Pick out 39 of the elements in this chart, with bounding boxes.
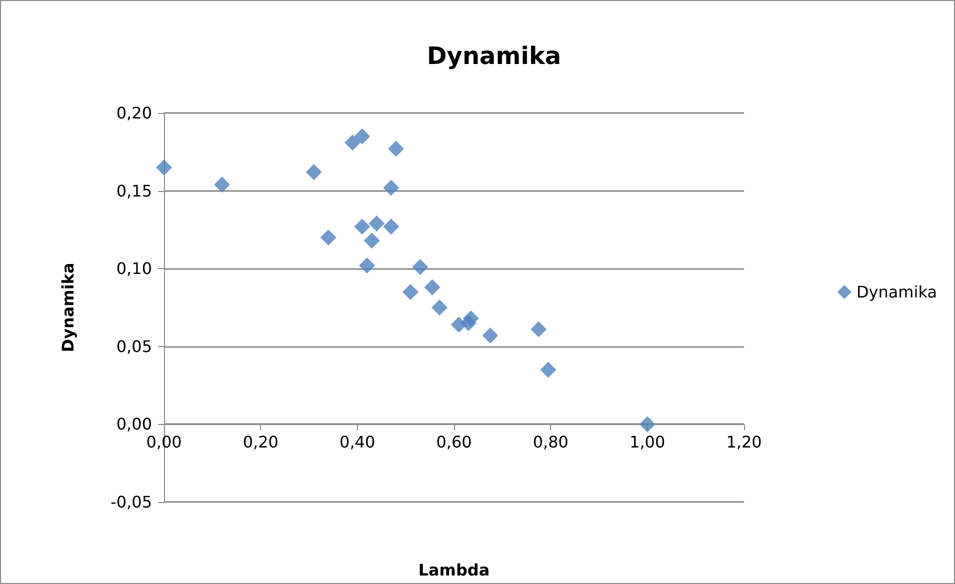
point <box>388 140 404 157</box>
point <box>402 284 418 300</box>
point <box>530 321 547 338</box>
point <box>460 315 476 332</box>
point <box>368 215 385 232</box>
point <box>156 159 172 176</box>
point <box>540 362 556 378</box>
x-tick-label: 0,60 <box>436 432 472 452</box>
point <box>383 180 400 196</box>
x-tick-label: 1,20 <box>726 432 762 452</box>
point <box>354 218 370 235</box>
point <box>639 416 656 432</box>
point <box>383 218 400 235</box>
point <box>364 232 380 249</box>
point <box>482 328 498 344</box>
legend-label: Dynamika <box>856 282 938 302</box>
x-tick-label: 0,40 <box>340 432 376 452</box>
y-axis-title: Dynamika <box>58 262 78 352</box>
y-tick-label: 0,20 <box>116 104 152 122</box>
point <box>354 128 370 144</box>
y-tick-label: -0,05 <box>110 492 152 512</box>
x-tick-label: 0,80 <box>532 432 568 452</box>
point <box>359 257 375 274</box>
x-tick-label: 0,00 <box>146 432 182 452</box>
x-tick-label: 0,20 <box>242 432 278 452</box>
point <box>214 176 230 193</box>
point <box>306 164 322 180</box>
chart-title: Dynamika <box>426 42 562 70</box>
point <box>344 134 360 151</box>
point <box>432 300 448 316</box>
point <box>424 279 440 296</box>
y-tick-label: 0,15 <box>116 181 152 200</box>
point <box>412 259 428 276</box>
y-tick-label: 0,05 <box>116 336 152 356</box>
point <box>320 229 336 246</box>
y-tick-label: 0,10 <box>116 259 152 278</box>
x-tick-label: 1,00 <box>630 432 666 452</box>
y-tick-label: 0,00 <box>116 414 152 434</box>
x-axis-title: Lambda <box>418 560 490 580</box>
